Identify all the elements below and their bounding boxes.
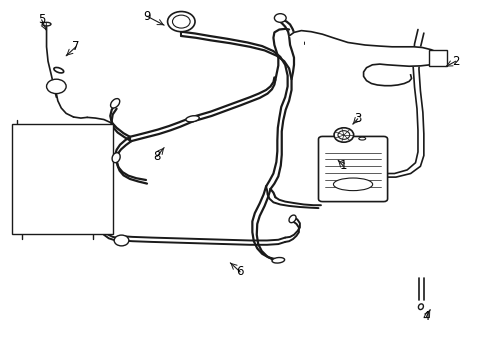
- Text: 2: 2: [452, 55, 460, 68]
- Circle shape: [168, 12, 195, 32]
- Ellipse shape: [112, 153, 120, 163]
- Circle shape: [172, 15, 190, 28]
- Bar: [429, 50, 447, 66]
- Text: 8: 8: [153, 150, 161, 163]
- Ellipse shape: [186, 116, 199, 122]
- FancyBboxPatch shape: [318, 136, 388, 202]
- Text: 3: 3: [354, 112, 362, 125]
- Ellipse shape: [418, 304, 423, 310]
- Polygon shape: [289, 31, 440, 86]
- Text: 7: 7: [72, 40, 80, 53]
- Text: 4: 4: [422, 310, 430, 323]
- Circle shape: [274, 14, 286, 22]
- Text: 6: 6: [236, 265, 244, 278]
- Circle shape: [47, 79, 66, 94]
- Ellipse shape: [272, 257, 285, 263]
- Ellipse shape: [42, 22, 51, 26]
- Text: 9: 9: [143, 10, 151, 23]
- Circle shape: [334, 128, 354, 142]
- Ellipse shape: [111, 99, 120, 108]
- Ellipse shape: [54, 67, 64, 73]
- Text: 5: 5: [38, 13, 46, 26]
- Circle shape: [338, 131, 350, 139]
- Text: 1: 1: [339, 159, 347, 172]
- Circle shape: [114, 235, 129, 246]
- Ellipse shape: [333, 178, 373, 191]
- Bar: [12, 124, 113, 234]
- Ellipse shape: [359, 137, 366, 140]
- Ellipse shape: [289, 215, 296, 223]
